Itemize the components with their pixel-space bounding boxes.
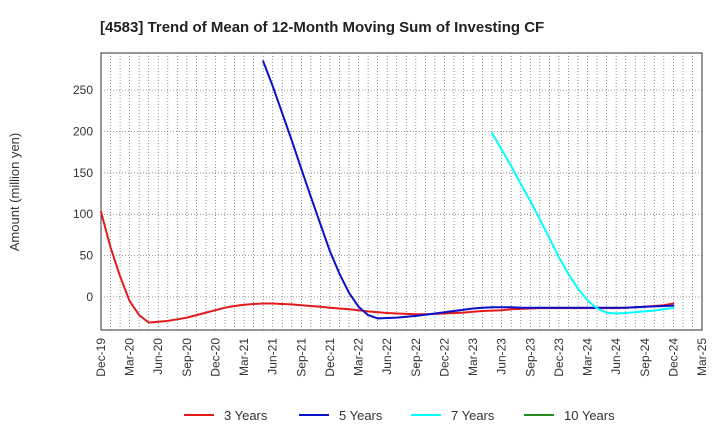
y-tick-label: 100 <box>73 207 93 221</box>
x-tick-label: Dec-21 <box>323 338 337 377</box>
y-tick-label: 150 <box>73 166 93 180</box>
legend-label: 7 Years <box>451 408 495 423</box>
x-tick-label: Sep-22 <box>409 338 423 377</box>
x-tick-label: Mar-25 <box>695 338 709 376</box>
x-tick-label: Dec-20 <box>208 338 222 377</box>
x-tick-label: Jun-22 <box>380 338 394 375</box>
x-tick-label: Sep-24 <box>638 338 652 377</box>
x-tick-label: Dec-23 <box>552 338 566 377</box>
x-tick-label: Dec-24 <box>666 338 680 377</box>
x-tick-label: Jun-23 <box>495 338 509 375</box>
grid-lines <box>101 53 702 330</box>
plot-area <box>100 52 703 331</box>
y-tick-label: 0 <box>86 290 93 304</box>
x-tick-label: Mar-22 <box>352 338 366 376</box>
x-tick-label: Jun-24 <box>609 338 623 375</box>
x-tick-label: Mar-21 <box>237 338 251 376</box>
x-tick-label: Sep-21 <box>294 338 308 377</box>
x-tick-label: Mar-20 <box>123 338 137 376</box>
legend-label: 3 Years <box>224 408 268 423</box>
x-tick-label: Dec-22 <box>437 338 451 377</box>
y-tick-label: 200 <box>73 125 93 139</box>
y-tick-label: 250 <box>73 83 93 97</box>
x-tick-label: Dec-19 <box>94 338 108 377</box>
x-tick-label: Mar-23 <box>466 338 480 376</box>
chart-title: [4583] Trend of Mean of 12-Month Moving … <box>100 19 544 36</box>
y-axis-ticks: 0 50 100 150 200 250 <box>73 83 93 304</box>
series-layer <box>100 60 675 324</box>
legend-label: 5 Years <box>339 408 383 423</box>
x-tick-label: Sep-20 <box>180 338 194 377</box>
x-tick-label: Jun-20 <box>151 338 165 375</box>
x-tick-label: Sep-23 <box>523 338 537 377</box>
series-line-7-years <box>491 132 675 315</box>
y-axis-label: Amount (million yen) <box>7 133 22 252</box>
series-line-5-years <box>262 60 675 320</box>
legend: 3 Years 5 Years 7 Years 10 Years <box>184 408 615 423</box>
legend-label: 10 Years <box>564 408 615 423</box>
x-axis-ticks: Dec-19 Mar-20 Jun-20 Sep-20 Dec-20 Mar-21 Jun-… <box>94 338 709 377</box>
y-tick-label: 50 <box>80 249 94 263</box>
x-tick-label: Mar-24 <box>581 338 595 376</box>
x-tick-label: Jun-21 <box>266 338 280 375</box>
